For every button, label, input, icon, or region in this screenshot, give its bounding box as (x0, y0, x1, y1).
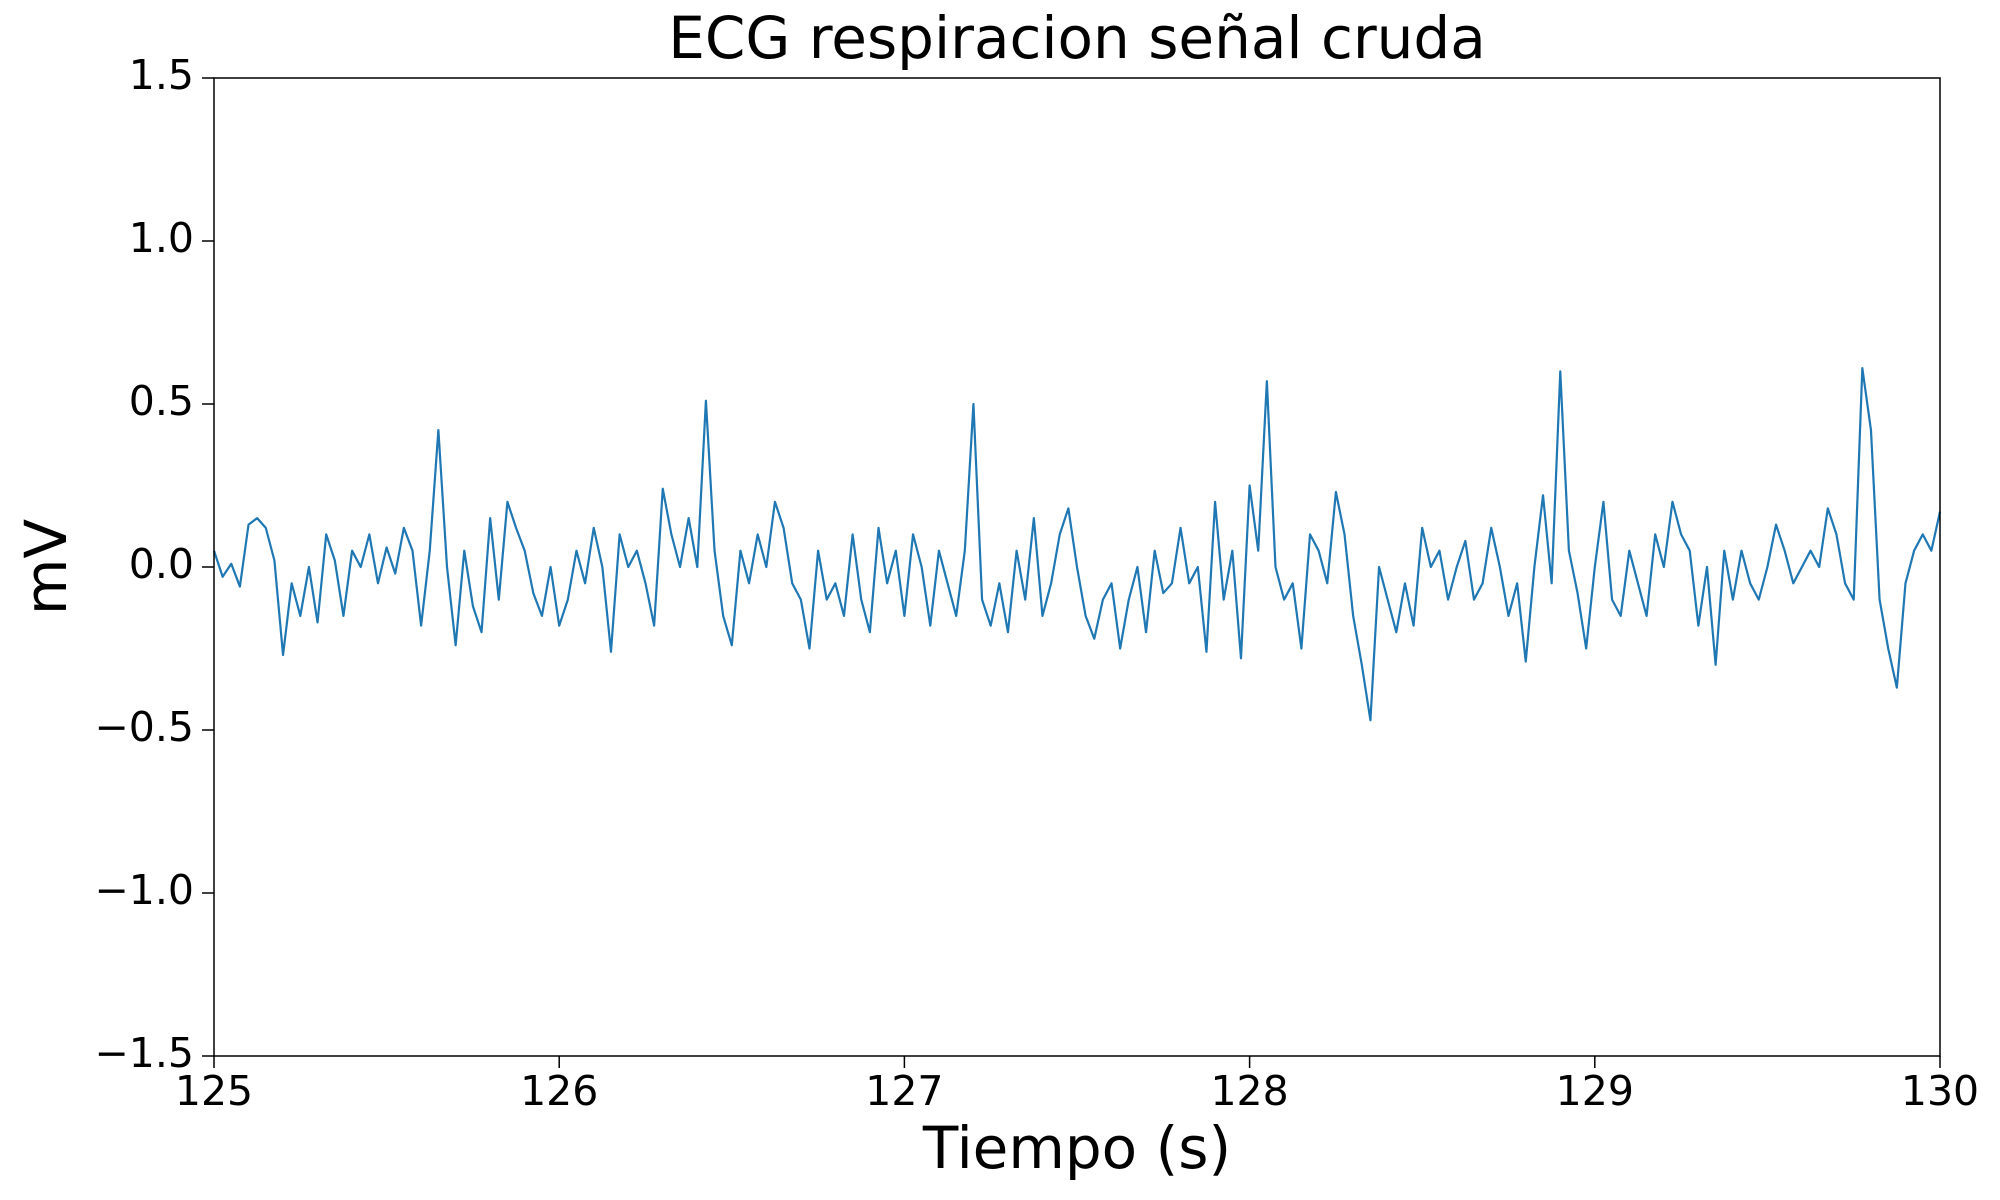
y-tick-label: 1.5 (129, 51, 194, 99)
y-tick-label: 1.0 (129, 214, 194, 262)
y-tick-label: −0.5 (94, 703, 194, 751)
x-tick-label: 128 (1210, 1067, 1288, 1115)
y-tick-label: −1.0 (94, 866, 194, 914)
x-tick-label: 126 (520, 1067, 598, 1115)
chart-title: ECG respiracion señal cruda (668, 4, 1486, 72)
x-axis-label: Tiempo (s) (922, 1114, 1231, 1182)
y-tick-label: 0.0 (129, 540, 194, 588)
y-tick-label: −1.5 (94, 1029, 194, 1077)
x-tick-label: 127 (865, 1067, 943, 1115)
ecg-line (212, 367, 1942, 722)
x-tick-label: 129 (1556, 1067, 1634, 1115)
y-tick-label: 0.5 (129, 377, 194, 425)
y-axis-label: mV (12, 519, 80, 615)
x-tick-label: 130 (1901, 1067, 1979, 1115)
plot-frame (213, 77, 1941, 1057)
x-tick-label: 125 (175, 1067, 253, 1115)
